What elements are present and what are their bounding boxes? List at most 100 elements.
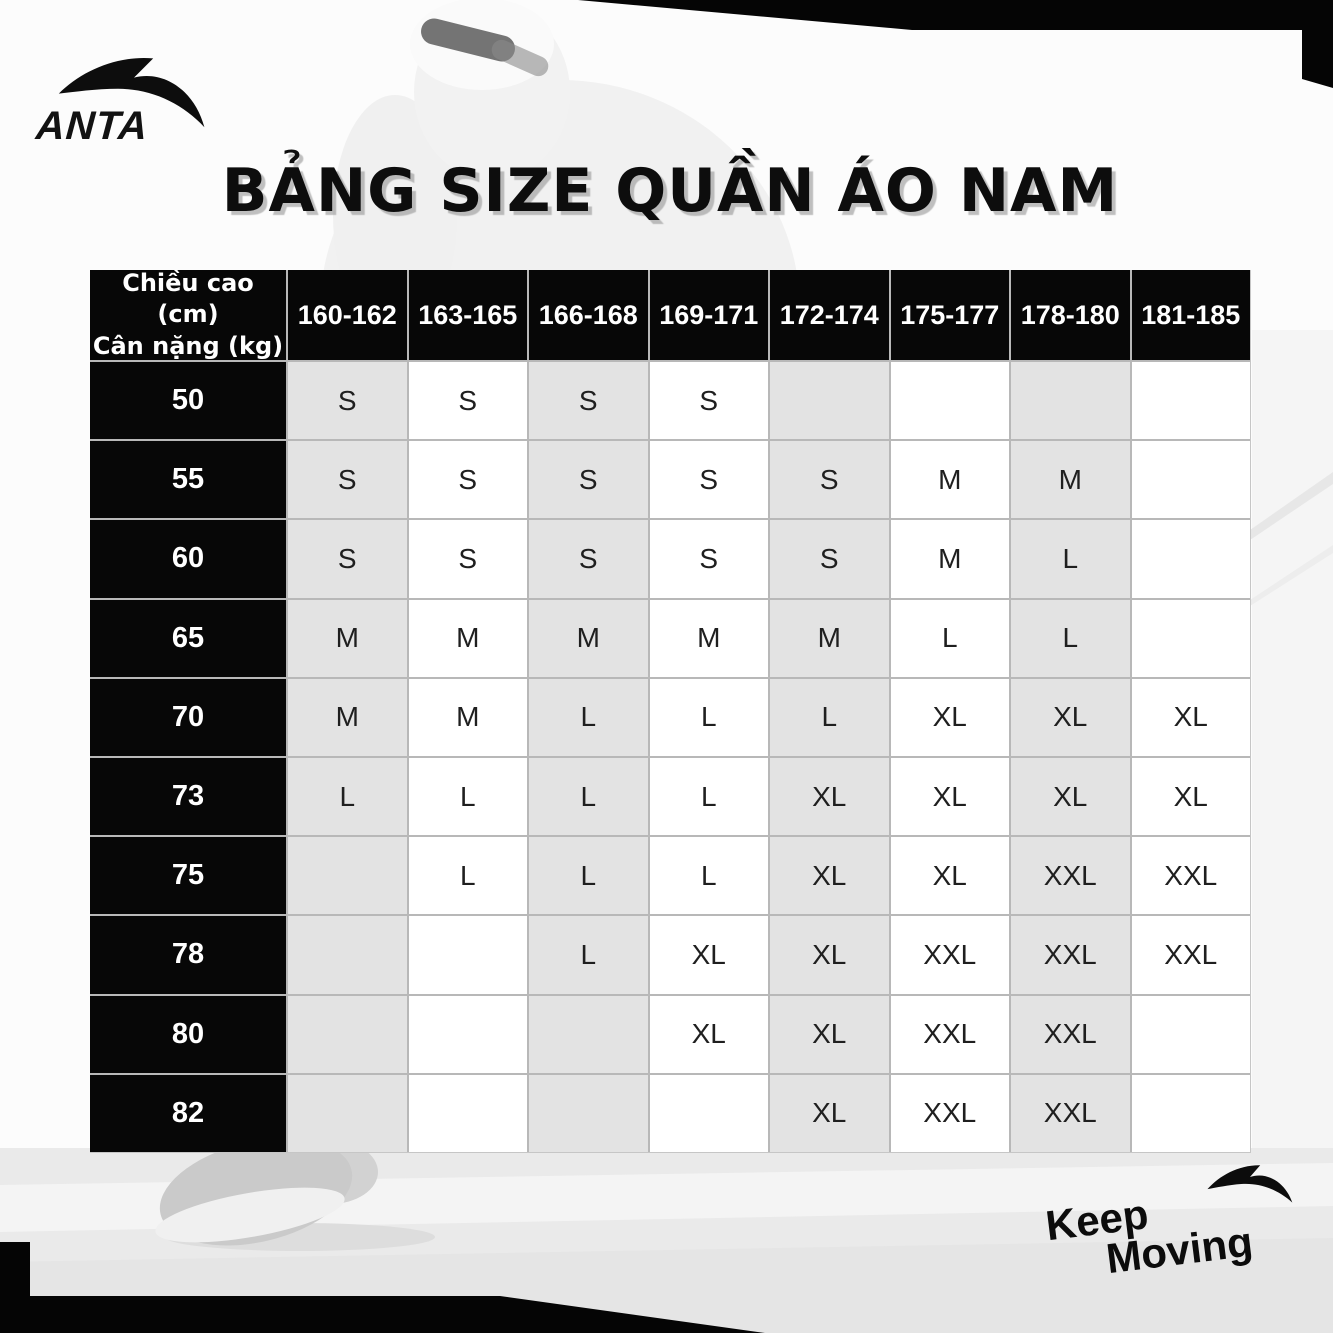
size-cell <box>529 1074 648 1152</box>
size-cell <box>770 362 889 440</box>
size-cell: XL <box>770 757 889 836</box>
weight-header-cell: 70 <box>90 678 286 756</box>
size-cell: XL <box>1011 678 1130 756</box>
weight-header-cell: 60 <box>90 520 286 598</box>
height-header-cell: 163-165 <box>408 270 527 360</box>
size-cell: XL <box>770 837 889 915</box>
size-cell: XL <box>649 916 768 994</box>
weight-header-cell: 80 <box>90 995 286 1073</box>
size-cell: XXL <box>890 916 1009 994</box>
size-cell <box>1011 362 1130 440</box>
size-cell <box>1131 995 1250 1073</box>
size-cell: L <box>408 757 527 836</box>
size-cell: S <box>649 362 768 440</box>
size-cell: XL <box>1011 757 1130 836</box>
height-header-cell: 178-180 <box>1011 270 1130 360</box>
size-cell: S <box>288 362 407 440</box>
keep-moving-logo: Keep Moving <box>1043 1165 1306 1318</box>
background-right-margin <box>1252 330 1333 1150</box>
size-cell: L <box>1011 520 1130 598</box>
size-cell: S <box>529 362 648 440</box>
size-cell <box>288 837 407 915</box>
size-cell <box>288 995 407 1073</box>
anta-wordmark: ANTA <box>34 104 150 148</box>
size-cell: M <box>890 520 1009 598</box>
anta-logo: ANTA <box>34 38 221 153</box>
size-cell <box>408 916 527 994</box>
size-cell: S <box>408 362 527 440</box>
size-cell: M <box>529 599 648 677</box>
size-cell: XL <box>649 995 768 1073</box>
size-cell: XXL <box>1011 916 1130 994</box>
size-cell <box>649 1074 768 1152</box>
size-cell: M <box>770 599 889 677</box>
runner-visor-shadow-shape <box>491 39 549 77</box>
size-cell <box>1131 441 1250 519</box>
weight-header-cell: 75 <box>90 837 286 915</box>
size-cell: XXL <box>1011 1074 1130 1152</box>
size-cell: L <box>529 837 648 915</box>
size-cell <box>288 1074 407 1152</box>
size-cell <box>408 995 527 1073</box>
weight-header-cell: 82 <box>90 1074 286 1152</box>
weight-header-cell: 50 <box>90 362 286 440</box>
size-cell: L <box>1011 599 1130 677</box>
weight-header-cell: 65 <box>90 599 286 677</box>
height-header-cell: 166-168 <box>529 270 648 360</box>
size-cell: M <box>1011 441 1130 519</box>
size-cell: L <box>288 757 407 836</box>
size-cell <box>1131 520 1250 598</box>
size-cell <box>408 1074 527 1152</box>
size-cell: XXL <box>1131 916 1250 994</box>
size-cell <box>288 916 407 994</box>
size-cell: XL <box>1131 757 1250 836</box>
size-cell: XL <box>770 995 889 1073</box>
size-cell: L <box>529 757 648 836</box>
size-cell: M <box>408 599 527 677</box>
size-cell: XL <box>890 757 1009 836</box>
size-cell: XL <box>770 1074 889 1152</box>
size-cell: M <box>288 678 407 756</box>
size-cell: L <box>770 678 889 756</box>
size-cell: S <box>288 520 407 598</box>
background-streak <box>1250 545 1333 606</box>
size-cell: M <box>890 441 1009 519</box>
size-cell: L <box>649 678 768 756</box>
height-header-cell: 169-171 <box>649 270 768 360</box>
height-header-cell: 181-185 <box>1131 270 1250 360</box>
size-cell: L <box>529 916 648 994</box>
size-cell: L <box>408 837 527 915</box>
size-cell: S <box>529 520 648 598</box>
anta-swoosh-icon <box>58 57 205 128</box>
size-cell: M <box>288 599 407 677</box>
size-cell: S <box>649 520 768 598</box>
size-cell: XXL <box>890 995 1009 1073</box>
size-cell <box>1131 599 1250 677</box>
size-cell: L <box>649 837 768 915</box>
size-cell: S <box>770 441 889 519</box>
size-cell: L <box>649 757 768 836</box>
size-cell: S <box>288 441 407 519</box>
weight-header-cell: 78 <box>90 916 286 994</box>
size-table: Chiều cao (cm) Cân nặng (kg) 160-162 163-16… <box>90 269 1251 1153</box>
corner-header-cell: Chiều cao (cm) Cân nặng (kg) <box>90 269 286 360</box>
size-cell: M <box>649 599 768 677</box>
weight-header-cell: 55 <box>90 441 286 519</box>
size-cell: S <box>408 520 527 598</box>
size-cell: L <box>529 678 648 756</box>
anta-swoosh-icon-small <box>1207 1165 1293 1203</box>
size-cell: XXL <box>890 1074 1009 1152</box>
size-cell: XL <box>890 837 1009 915</box>
size-cell: XL <box>770 916 889 994</box>
runner-visor-shape <box>421 18 515 62</box>
size-cell <box>1131 362 1250 440</box>
page-title: BẢNG SIZE QUẦN ÁO NAM <box>221 156 1119 226</box>
shoe-sole-shape <box>155 1187 345 1243</box>
weight-header-cell: 73 <box>90 757 286 836</box>
height-header-cell: 172-174 <box>770 270 889 360</box>
size-cell: S <box>529 441 648 519</box>
size-cell: XXL <box>1011 837 1130 915</box>
size-cell: S <box>770 520 889 598</box>
size-cell <box>890 362 1009 440</box>
